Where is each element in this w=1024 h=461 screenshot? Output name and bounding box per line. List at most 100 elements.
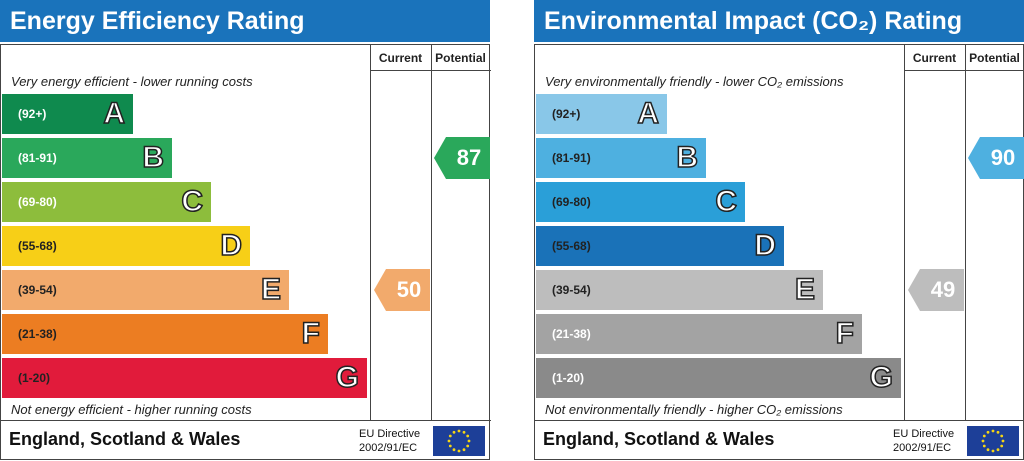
band-range-label: (92+) [18,107,47,121]
eu-star [462,430,466,434]
rating-band-e: (39-54) E [2,270,289,310]
chart-title: Energy Efficiency Rating [0,0,490,42]
bottom-note: Not environmentally friendly - higher CO… [545,402,843,417]
band-letter: F [301,316,321,351]
eu-directive-line-1: EU Directive [893,428,955,440]
rating-band-b: (81-91) B [536,138,706,178]
band-letter: E [794,272,816,307]
band-letter: D [754,228,777,263]
eu-directive-line-2: 2002/91/EC [893,442,952,454]
rating-band-f: (21-38) F [2,314,328,354]
band-letter: B [676,140,699,175]
potential-column-divider [965,45,966,421]
energy-efficiency-panel: Energy Efficiency Rating Current Potential… [0,0,491,460]
current-rating-arrow-fill [374,269,430,311]
eu-flag-icon [967,426,1019,456]
eu-star [466,444,470,448]
eu-star [466,434,470,438]
eu-directive-label: EU Directive 2002/91/EC [893,427,954,455]
band-range-label: (39-54) [18,283,57,297]
current-column-divider [904,45,905,421]
rating-band-g: (1-20) G [536,358,901,398]
bottom-note: Not energy efficient - higher running co… [11,402,252,417]
eu-star [982,444,986,448]
eu-star [452,448,456,452]
eu-star [1000,434,1004,438]
rating-band-c: (69-80) C [2,182,211,222]
band-range-label: (92+) [552,107,581,121]
eu-star [448,434,452,438]
eu-star [1000,444,1004,448]
eu-directive-label: EU Directive 2002/91/EC [359,427,420,455]
eu-star [996,448,1000,452]
band-range-label: (1-20) [552,371,585,385]
band-letter: D [220,228,243,263]
footer-country-label: England, Scotland & Wales [543,429,775,449]
eu-star [986,430,990,434]
eu-star [467,439,471,443]
potential-column-header: Potential [969,51,1020,65]
current-rating-value: 50 [396,277,422,302]
band-range-label: (81-91) [18,151,57,165]
band-letter: F [835,316,855,351]
rating-band-c: (69-80) C [536,182,745,222]
chart-title: Environmental Impact (CO₂) Rating [534,0,1024,42]
footer-divider [1,420,491,421]
rating-band-e: (39-54) E [536,270,823,310]
rating-band-d: (55-68) D [536,226,784,266]
current-rating-value: 49 [930,277,956,302]
eu-star [996,430,1000,434]
rating-band-d: (55-68) D [2,226,250,266]
potential-rating-arrow-shape [434,137,490,179]
eu-stars [447,429,471,453]
rating-frame: Current Potential Very energy efficient - … [0,44,491,460]
rating-band-g: (1-20) G [2,358,367,398]
band-letter: E [260,272,282,307]
eu-star [457,429,461,433]
top-note: Very energy efficient - lower running co… [11,74,253,89]
eu-star [982,434,986,438]
header-divider [904,70,1024,71]
current-column-header: Current [378,51,423,65]
potential-column-divider [431,45,432,421]
top-note: Very environmentally friendly - lower CO… [545,74,844,89]
eu-star [447,439,451,443]
eu-star [448,444,452,448]
potential-rating-arrow-fill [968,137,1024,179]
band-range-label: (1-20) [18,371,51,385]
current-rating-arrow-fill [908,269,964,311]
potential-column-header: Potential [435,51,486,65]
band-letter: A [103,96,126,131]
band-range-label: (21-38) [552,327,591,341]
environmental-impact-panel: Environmental Impact (CO₂) Rating Current… [534,0,1024,460]
band-range-label: (39-54) [552,283,591,297]
band-range-label: (69-80) [552,195,591,209]
band-letter: G [335,360,360,395]
band-range-label: (21-38) [18,327,57,341]
band-letter: C [715,184,738,219]
eu-flag-icon [433,426,485,456]
band-letter: A [637,96,660,131]
current-column-header: Current [912,51,957,65]
rating-band-a: (92+) A [536,94,667,134]
current-rating-arrow-shape [374,269,430,311]
potential-rating: 90 [968,137,1024,179]
eu-directive-line-2: 2002/91/EC [359,442,418,454]
band-range-label: (55-68) [552,239,591,253]
eu-star [981,439,985,443]
band-letter: G [869,360,894,395]
rating-band-f: (21-38) F [536,314,862,354]
footer-country-label: England, Scotland & Wales [9,429,241,449]
eu-star [1001,439,1005,443]
footer-divider [535,420,1024,421]
potential-rating-arrow-fill [434,137,490,179]
potential-rating-value: 90 [990,145,1016,170]
current-rating: 49 [908,269,964,311]
eu-star [462,448,466,452]
eu-star [991,429,995,433]
current-column-divider [370,45,371,421]
potential-rating-arrow-shape [968,137,1024,179]
rating-band-a: (92+) A [2,94,133,134]
eu-star [457,449,461,453]
eu-star [986,448,990,452]
